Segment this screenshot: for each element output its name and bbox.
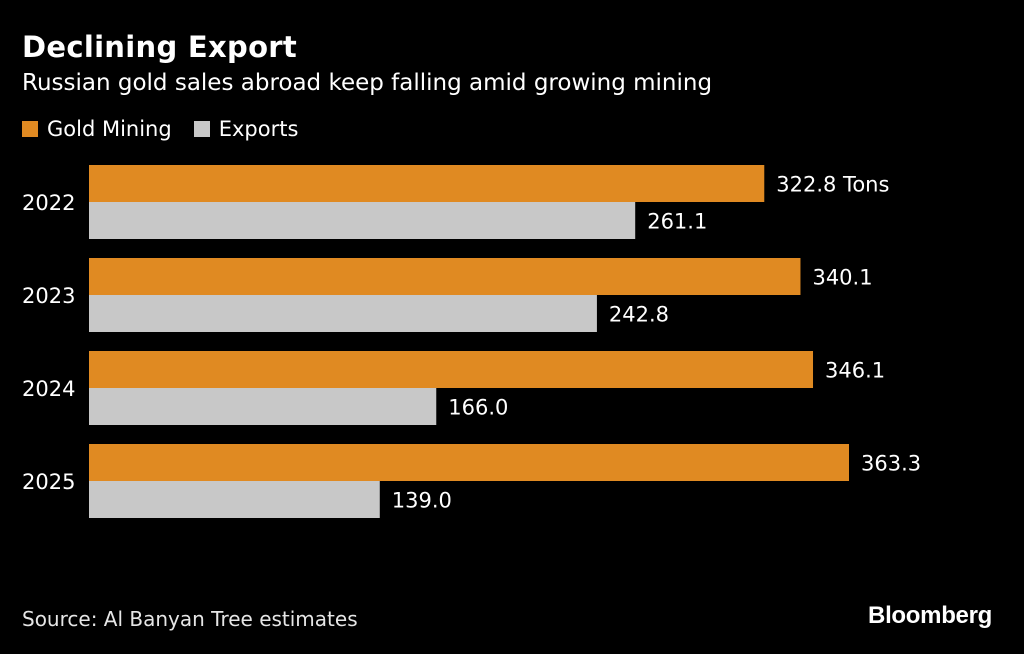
data-label-exports-2022: 261.1 [647, 210, 707, 234]
category-label-2024: 2024 [22, 377, 75, 401]
bar-gold-mining-2024 [89, 351, 814, 388]
chart-title: Declining Export [22, 30, 298, 64]
legend-label-gold-mining: Gold Mining [47, 117, 172, 141]
bar-chart: 2022 322.8 Tons 261.1 2023 340.1 242.8 2024 346… [22, 165, 921, 518]
data-label-gold-mining-2025: 363.3 [861, 452, 921, 476]
bar-exports-2025 [89, 481, 380, 518]
data-label-gold-mining-2022: 322.8 Tons [776, 173, 889, 197]
source-note: Source: Al Banyan Tree estimates [22, 607, 358, 631]
category-label-2025: 2025 [22, 470, 75, 494]
data-label-exports-2025: 139.0 [392, 489, 452, 513]
legend-swatch-exports [193, 121, 210, 137]
data-label-exports-2024: 166.0 [448, 396, 508, 420]
data-label-exports-2023: 242.8 [609, 303, 669, 327]
bar-exports-2023 [89, 295, 597, 332]
bar-exports-2022 [89, 202, 636, 239]
legend-label-exports: Exports [218, 117, 299, 141]
bar-gold-mining-2023 [89, 258, 801, 295]
bloomberg-logo: Bloomberg [868, 602, 992, 629]
chart-subtitle: Russian gold sales abroad keep falling a… [22, 70, 713, 96]
legend-item-gold-mining: Gold Mining [22, 117, 172, 141]
legend-swatch-gold-mining [22, 121, 38, 137]
legend-item-exports: Exports [193, 117, 299, 141]
bar-gold-mining-2025 [89, 444, 849, 481]
legend: Gold Mining Exports [22, 117, 320, 141]
category-label-2022: 2022 [22, 191, 75, 215]
bar-exports-2024 [89, 388, 437, 425]
data-label-gold-mining-2023: 340.1 [812, 266, 872, 290]
category-label-2023: 2023 [22, 284, 75, 308]
bar-gold-mining-2022 [89, 165, 765, 202]
data-label-gold-mining-2024: 346.1 [825, 359, 885, 383]
